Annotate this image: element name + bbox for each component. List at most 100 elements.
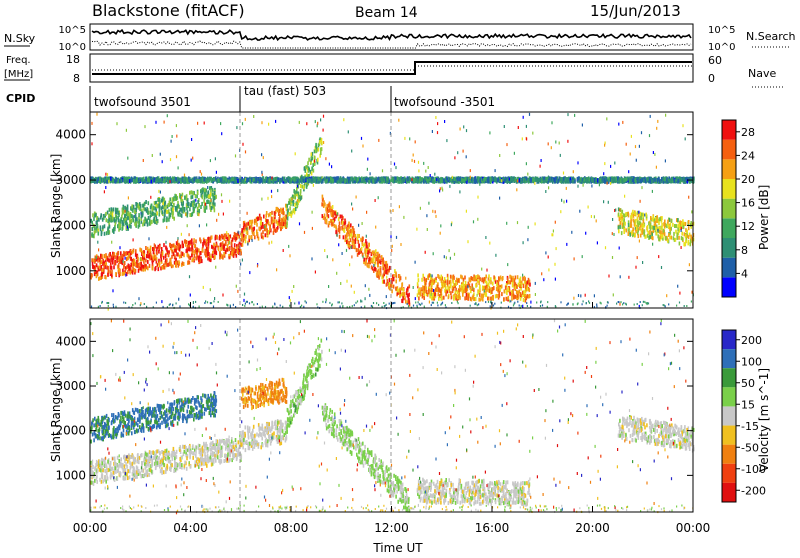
data-cell bbox=[570, 180, 572, 184]
data-cell bbox=[368, 243, 370, 247]
data-cell bbox=[260, 221, 262, 225]
data-cell bbox=[423, 296, 425, 300]
data-cell bbox=[107, 266, 109, 270]
data-cell bbox=[170, 203, 172, 207]
data-cell bbox=[94, 260, 96, 264]
data-cell bbox=[334, 211, 336, 215]
data-cell bbox=[221, 234, 223, 238]
data-cell bbox=[686, 177, 688, 181]
data-cell bbox=[220, 247, 222, 251]
data-cell bbox=[514, 295, 516, 299]
data-cell bbox=[523, 298, 525, 302]
data-cell bbox=[625, 212, 627, 216]
data-cell bbox=[357, 234, 359, 238]
data-cell bbox=[121, 227, 123, 231]
data-cell bbox=[400, 276, 402, 280]
data-cell bbox=[126, 251, 128, 255]
data-cell bbox=[110, 270, 112, 274]
data-cell bbox=[311, 167, 313, 171]
data-cell bbox=[529, 294, 531, 298]
data-cell bbox=[178, 264, 180, 268]
data-cell bbox=[678, 224, 680, 228]
data-cell bbox=[348, 241, 350, 245]
data-cell bbox=[417, 282, 419, 286]
beam-title: Beam 14 bbox=[355, 5, 418, 21]
noise-right-tick-bottom: 10^0 bbox=[708, 42, 735, 53]
data-cell bbox=[122, 254, 124, 258]
data-cell bbox=[467, 297, 469, 301]
data-cell bbox=[489, 289, 491, 293]
data-cell bbox=[643, 214, 645, 218]
data-cell bbox=[123, 265, 125, 269]
data-cell bbox=[288, 176, 290, 180]
data-cell bbox=[161, 266, 163, 270]
data-cell bbox=[656, 215, 658, 219]
data-cell bbox=[640, 212, 642, 216]
data-cell bbox=[300, 196, 302, 200]
data-cell bbox=[143, 265, 145, 269]
data-cell bbox=[212, 188, 214, 192]
data-cell bbox=[127, 205, 129, 209]
data-cell bbox=[374, 267, 376, 271]
data-cell bbox=[159, 261, 161, 265]
data-cell bbox=[146, 265, 148, 269]
data-cell bbox=[101, 232, 103, 236]
data-cell bbox=[670, 223, 672, 227]
data-cell bbox=[421, 278, 423, 282]
data-cell bbox=[169, 262, 171, 266]
data-cell bbox=[386, 264, 388, 268]
data-cell bbox=[152, 266, 154, 270]
data-cell bbox=[353, 244, 355, 248]
data-cell bbox=[524, 294, 526, 298]
data-cell bbox=[111, 270, 113, 274]
data-cell bbox=[326, 213, 328, 217]
data-cell bbox=[118, 218, 120, 222]
data-cell bbox=[524, 276, 526, 280]
data-cell bbox=[377, 260, 379, 264]
data-cell bbox=[164, 210, 166, 214]
data-cell bbox=[514, 279, 516, 283]
data-cell bbox=[472, 177, 474, 181]
data-cell bbox=[620, 221, 622, 225]
data-cell bbox=[193, 257, 195, 261]
data-cell bbox=[517, 275, 519, 279]
data-cell bbox=[306, 172, 308, 176]
data-cell bbox=[488, 274, 490, 278]
data-cell bbox=[308, 158, 310, 162]
data-cell bbox=[241, 233, 243, 237]
data-cell bbox=[104, 224, 106, 228]
data-cell bbox=[149, 222, 151, 226]
data-cell bbox=[345, 238, 347, 242]
freq-tick-top: 18 bbox=[66, 53, 80, 66]
data-cell bbox=[211, 245, 213, 249]
data-cell bbox=[513, 294, 515, 298]
data-cell bbox=[457, 279, 459, 283]
data-cell bbox=[418, 278, 420, 282]
data-cell bbox=[179, 248, 181, 252]
data-cell bbox=[107, 258, 109, 262]
data-cell bbox=[453, 280, 455, 284]
data-cell bbox=[229, 237, 231, 241]
data-cell bbox=[438, 275, 440, 279]
data-cell bbox=[460, 275, 462, 279]
data-cell bbox=[664, 224, 666, 228]
data-cell bbox=[131, 204, 133, 208]
data-cell bbox=[120, 251, 122, 255]
data-cell bbox=[166, 210, 168, 214]
data-cell bbox=[152, 206, 154, 210]
data-cell bbox=[624, 222, 626, 226]
data-cell bbox=[108, 269, 110, 273]
data-cell bbox=[208, 242, 210, 246]
data-cell bbox=[483, 286, 485, 290]
data-cell bbox=[622, 210, 624, 214]
data-cell bbox=[138, 213, 140, 217]
data-cell bbox=[402, 292, 404, 296]
data-cell bbox=[640, 234, 642, 238]
data-cell bbox=[306, 185, 308, 189]
data-cell bbox=[625, 178, 627, 182]
data-cell bbox=[147, 247, 149, 251]
data-cell bbox=[263, 215, 265, 219]
data-cell bbox=[637, 217, 639, 221]
data-cell bbox=[358, 244, 360, 248]
data-cell bbox=[358, 248, 360, 252]
